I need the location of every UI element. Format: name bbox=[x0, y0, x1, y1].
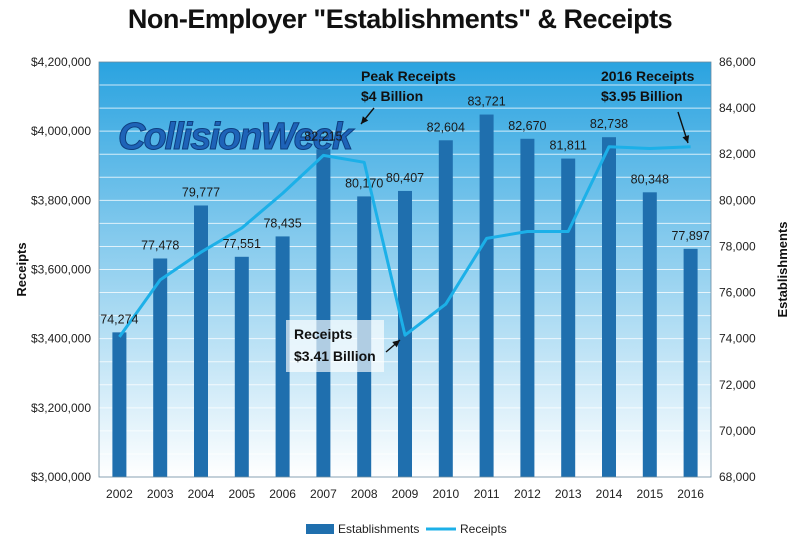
y-tick-right: 78,000 bbox=[719, 239, 756, 253]
axes: $3,000,000 $3,200,000 $3,400,000 $3,600,000… bbox=[14, 55, 790, 501]
y-tick-right: 80,000 bbox=[719, 193, 756, 207]
annotation-2016-value: $3.95 Billion bbox=[601, 88, 683, 104]
y-tick-right: 72,000 bbox=[719, 378, 756, 392]
bar-establishments-2003 bbox=[153, 258, 168, 477]
data-label-2005: 77,551 bbox=[223, 237, 261, 251]
x-tick: 2008 bbox=[351, 487, 378, 501]
annotation-peak-title: Peak Receipts bbox=[361, 68, 456, 84]
bar-establishments-2013 bbox=[561, 158, 576, 478]
annotation-peak-arrow bbox=[360, 107, 375, 125]
annotation-low-box bbox=[286, 320, 384, 372]
annotation-low-value: $3.41 Billion bbox=[294, 348, 376, 364]
annotation-low-title: Receipts bbox=[294, 326, 353, 342]
x-tick: 2013 bbox=[555, 487, 582, 501]
legend-swatch-establishments bbox=[306, 524, 334, 534]
x-tick: 2007 bbox=[310, 487, 337, 501]
data-label-2006: 78,435 bbox=[263, 216, 301, 230]
bar-establishments-2011 bbox=[479, 114, 494, 477]
legend: Establishments Receipts bbox=[306, 522, 507, 536]
chart-title: Non-Employer "Establishments" & Receipts bbox=[127, 4, 673, 34]
data-label-2012: 82,670 bbox=[508, 119, 546, 133]
x-tick: 2014 bbox=[596, 487, 623, 501]
x-tick: 2005 bbox=[228, 487, 255, 501]
plot-border bbox=[98, 61, 712, 478]
x-tick: 2010 bbox=[432, 487, 459, 501]
y-tick-left: $4,000,000 bbox=[31, 124, 91, 138]
data-label-2004: 79,777 bbox=[182, 185, 220, 199]
x-tick: 2012 bbox=[514, 487, 541, 501]
x-tick: 2015 bbox=[636, 487, 663, 501]
bar-establishments-2010 bbox=[438, 140, 453, 477]
legend-label-establishments: Establishments bbox=[338, 522, 419, 536]
y-tick-left: $3,400,000 bbox=[31, 332, 91, 346]
bar-establishments-2005 bbox=[234, 256, 249, 477]
bar-establishments-2016 bbox=[683, 248, 698, 477]
legend-label-receipts: Receipts bbox=[460, 522, 507, 536]
y-tick-left: $3,600,000 bbox=[31, 263, 91, 277]
data-label-2013: 81,811 bbox=[550, 139, 587, 153]
y-tick-left: $4,200,000 bbox=[31, 55, 91, 69]
data-label-2008: 80,170 bbox=[345, 176, 383, 190]
y-tick-right: 70,000 bbox=[719, 424, 756, 438]
data-label-2009: 80,407 bbox=[386, 171, 424, 185]
y-tick-right: 76,000 bbox=[719, 286, 756, 300]
annotation-peak-value: $4 Billion bbox=[361, 88, 423, 104]
bar-establishments-2006 bbox=[275, 236, 290, 477]
y-tick-right: 86,000 bbox=[719, 55, 756, 69]
y-axis-title-right: Establishments bbox=[775, 221, 790, 317]
bar-establishments-2007 bbox=[316, 149, 331, 478]
y-axis-title-left: Receipts bbox=[14, 242, 29, 296]
x-tick: 2016 bbox=[677, 487, 704, 501]
y-tick-left: $3,200,000 bbox=[31, 401, 91, 415]
data-label-2007: 82,215 bbox=[304, 129, 342, 143]
data-label-2015: 80,348 bbox=[631, 172, 669, 186]
annotation-low-arrow bbox=[385, 339, 401, 353]
data-label-2016: 77,897 bbox=[671, 229, 709, 243]
receipts-line bbox=[118, 145, 691, 338]
bar-establishments-2014 bbox=[602, 137, 616, 478]
data-label-2003: 77,478 bbox=[141, 238, 179, 252]
data-label-2002: 74,274 bbox=[100, 312, 138, 326]
data-label-2010: 82,604 bbox=[427, 120, 465, 134]
y-tick-right: 68,000 bbox=[719, 470, 756, 484]
x-tick: 2004 bbox=[188, 487, 215, 501]
annotation-2016-arrow bbox=[677, 111, 690, 144]
y-tick-right: 82,000 bbox=[719, 147, 756, 161]
annotations: Peak Receipts $4 Billion 2016 Receipts $3.9… bbox=[286, 68, 695, 372]
y-tick-left: $3,000,000 bbox=[31, 470, 91, 484]
x-tick: 2009 bbox=[392, 487, 419, 501]
bar-establishments-2004 bbox=[194, 205, 208, 477]
data-label-2014: 82,738 bbox=[590, 117, 628, 131]
x-tick: 2006 bbox=[269, 487, 296, 501]
annotation-2016-title: 2016 Receipts bbox=[601, 68, 695, 84]
x-tick: 2011 bbox=[474, 487, 500, 501]
bar-establishments-2002 bbox=[112, 332, 127, 477]
x-tick: 2003 bbox=[147, 487, 174, 501]
y-tick-left: $3,800,000 bbox=[31, 193, 91, 207]
bar-establishments-2015 bbox=[642, 192, 657, 477]
y-tick-right: 84,000 bbox=[719, 101, 756, 115]
bar-establishments-2012 bbox=[520, 138, 535, 477]
x-tick: 2002 bbox=[106, 487, 133, 501]
y-tick-right: 74,000 bbox=[719, 332, 756, 346]
data-label-2011: 83,721 bbox=[467, 95, 505, 109]
